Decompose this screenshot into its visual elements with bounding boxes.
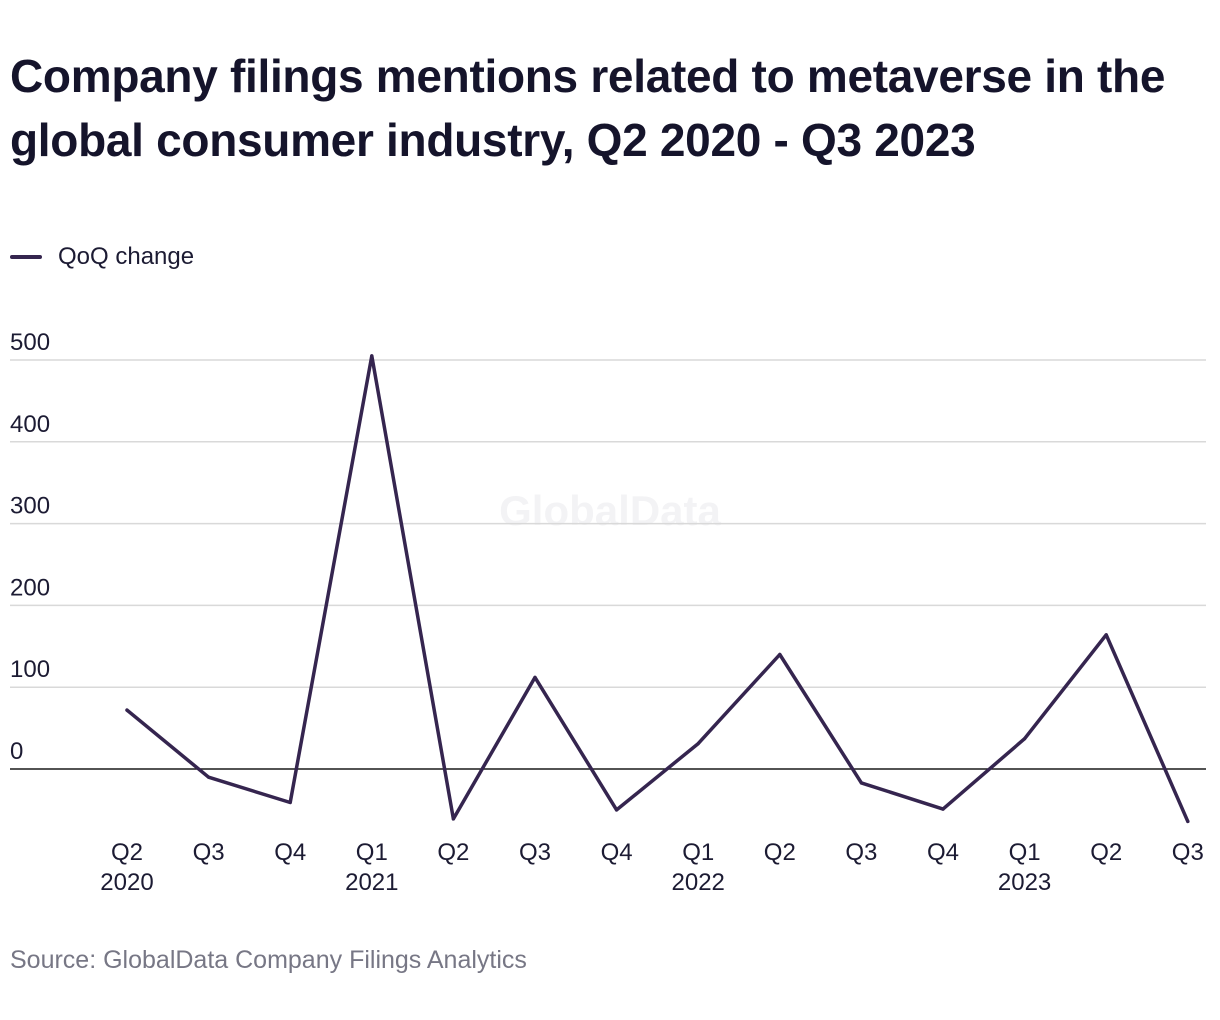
data-point-8 <box>778 652 782 657</box>
data-point-2 <box>288 800 292 805</box>
y-tick-label-100: 100 <box>10 656 50 683</box>
x-tick-label-2: Q4 <box>274 839 306 866</box>
data-point-12 <box>1104 633 1108 637</box>
x-tick-label-9: Q3 <box>845 839 877 866</box>
legend-line-swatch <box>10 255 42 259</box>
data-point-1 <box>207 775 211 779</box>
data-point-7 <box>696 742 700 746</box>
data-point-0 <box>125 708 129 712</box>
x-tick-label-8: Q2 <box>764 839 796 866</box>
legend-label: QoQ change <box>58 243 195 270</box>
legend: QoQ change <box>10 242 194 272</box>
data-point-9 <box>859 781 864 785</box>
y-tick-label-0: 0 <box>10 738 23 765</box>
x-tick-label-6: Q4 <box>601 839 633 866</box>
x-tick-label-1: Q3 <box>193 839 225 866</box>
series-line-0 <box>125 354 1190 824</box>
data-point-5 <box>533 675 537 679</box>
x-year-label-3: 2021 <box>345 869 398 896</box>
data-point-11 <box>1023 737 1027 741</box>
x-tick-label-11: Q1 <box>1009 839 1041 866</box>
x-year-label-11: 2023 <box>998 869 1051 896</box>
line-chart: GlobalData 0 100 200 300 400 500 Q2 2020 Q3 Q4 Q1 20… <box>10 329 1206 896</box>
x-tick-label-10: Q4 <box>927 839 959 866</box>
data-point-10 <box>941 807 945 811</box>
x-tick-label-7: Q1 <box>682 839 714 866</box>
x-tick-label-0: Q2 <box>111 839 143 866</box>
y-tick-label-200: 200 <box>10 574 50 601</box>
data-point-13 <box>1186 819 1190 823</box>
x-year-label-0: 2020 <box>100 869 153 896</box>
data-point-6 <box>615 808 619 812</box>
watermark: GlobalData <box>499 487 721 534</box>
y-tick-label-300: 300 <box>10 493 50 520</box>
x-tick-label-5: Q3 <box>519 839 551 866</box>
x-year-label-7: 2022 <box>672 869 725 896</box>
x-tick-label-13: Q3 <box>1172 839 1204 866</box>
source-note: Source: GlobalData Company Filings Analy… <box>10 946 527 974</box>
y-tick-label-500: 500 <box>10 329 50 356</box>
x-tick-label-3: Q1 <box>356 839 388 866</box>
y-tick-label-400: 400 <box>10 411 50 438</box>
data-point-4 <box>451 817 455 821</box>
chart-title: Company filings mentions related to meta… <box>10 50 1166 166</box>
x-tick-label-12: Q2 <box>1090 839 1122 866</box>
data-point-3 <box>370 354 374 358</box>
x-tick-label-4: Q2 <box>437 839 469 866</box>
